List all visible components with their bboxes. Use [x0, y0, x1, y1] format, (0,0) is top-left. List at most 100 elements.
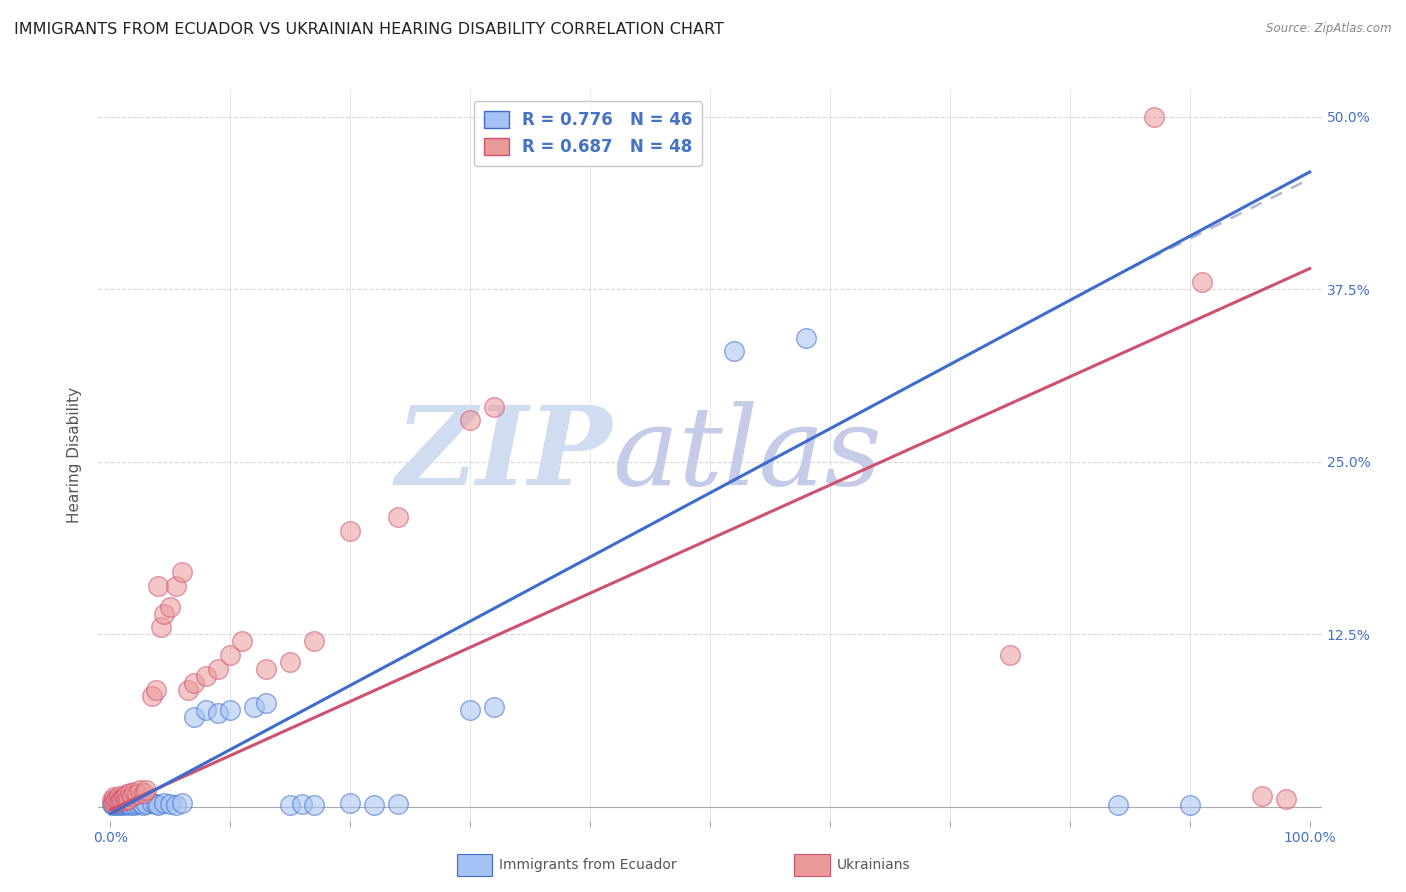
Text: ZIP: ZIP	[395, 401, 612, 508]
Point	[100, 793, 122, 807]
Point	[339, 796, 361, 810]
Point	[165, 798, 187, 813]
Point	[108, 797, 131, 811]
Point	[108, 794, 131, 808]
Point	[110, 796, 132, 810]
Point	[482, 400, 505, 414]
Point	[108, 789, 131, 803]
Point	[101, 798, 124, 813]
Point	[207, 706, 229, 720]
Point	[141, 690, 163, 704]
Point	[132, 786, 155, 800]
Point	[145, 682, 167, 697]
Point	[149, 620, 172, 634]
Point	[304, 634, 326, 648]
Point	[105, 798, 128, 813]
Point	[1107, 798, 1129, 813]
Point	[115, 788, 138, 802]
Text: Ukrainians: Ukrainians	[837, 858, 910, 871]
Point	[111, 797, 134, 811]
Point	[482, 700, 505, 714]
Point	[243, 700, 266, 714]
Point	[159, 797, 181, 811]
Point	[183, 675, 205, 690]
Point	[107, 796, 129, 810]
Point	[104, 797, 127, 811]
Point	[135, 797, 157, 811]
Point	[125, 788, 148, 802]
Point	[363, 798, 385, 813]
Point	[112, 798, 135, 813]
Point	[723, 344, 745, 359]
Point	[387, 797, 409, 811]
Text: Source: ZipAtlas.com: Source: ZipAtlas.com	[1267, 22, 1392, 36]
Point	[101, 796, 124, 810]
Point	[278, 798, 301, 813]
Point	[304, 798, 326, 813]
Point	[121, 796, 143, 810]
Point	[103, 790, 125, 805]
Point	[153, 607, 176, 621]
Point	[231, 634, 253, 648]
Point	[458, 703, 481, 717]
Point	[115, 793, 138, 807]
Point	[108, 798, 131, 813]
Point	[114, 789, 136, 803]
Point	[1250, 789, 1272, 803]
Point	[118, 798, 141, 813]
Text: Immigrants from Ecuador: Immigrants from Ecuador	[499, 858, 676, 871]
Point	[148, 798, 170, 813]
Point	[105, 791, 128, 805]
Point	[172, 796, 194, 810]
Point	[148, 579, 170, 593]
Point	[998, 648, 1021, 662]
Point	[129, 796, 152, 810]
Point	[254, 696, 277, 710]
Point	[110, 791, 132, 805]
Point	[159, 599, 181, 614]
Point	[111, 793, 134, 807]
Point	[1143, 110, 1166, 124]
Point	[117, 791, 139, 805]
Point	[339, 524, 361, 538]
Point	[145, 797, 167, 811]
Point	[117, 797, 139, 811]
Point	[177, 682, 200, 697]
Point	[291, 797, 314, 811]
Point	[132, 798, 155, 813]
Point	[125, 797, 148, 811]
Point	[1178, 798, 1201, 813]
Point	[103, 796, 125, 810]
Point	[1191, 276, 1213, 290]
Point	[129, 783, 152, 797]
Point	[207, 662, 229, 676]
Point	[124, 785, 146, 799]
Point	[172, 566, 194, 580]
Point	[458, 413, 481, 427]
Point	[100, 797, 122, 811]
Point	[794, 330, 817, 344]
Point	[112, 790, 135, 805]
Point	[195, 669, 218, 683]
Point	[278, 655, 301, 669]
Point	[219, 703, 242, 717]
Text: atlas: atlas	[612, 401, 882, 508]
Point	[195, 703, 218, 717]
Point	[153, 796, 176, 810]
Point	[115, 797, 138, 811]
Point	[219, 648, 242, 662]
Point	[107, 793, 129, 807]
Point	[104, 794, 127, 808]
Text: IMMIGRANTS FROM ECUADOR VS UKRAINIAN HEARING DISABILITY CORRELATION CHART: IMMIGRANTS FROM ECUADOR VS UKRAINIAN HEA…	[14, 22, 724, 37]
Point	[387, 510, 409, 524]
Point	[1274, 791, 1296, 805]
Point	[118, 786, 141, 800]
Point	[165, 579, 187, 593]
Point	[183, 710, 205, 724]
Y-axis label: Hearing Disability: Hearing Disability	[67, 387, 83, 523]
Point	[141, 796, 163, 810]
Point	[114, 796, 136, 810]
Point	[254, 662, 277, 676]
Point	[135, 783, 157, 797]
Point	[121, 789, 143, 803]
